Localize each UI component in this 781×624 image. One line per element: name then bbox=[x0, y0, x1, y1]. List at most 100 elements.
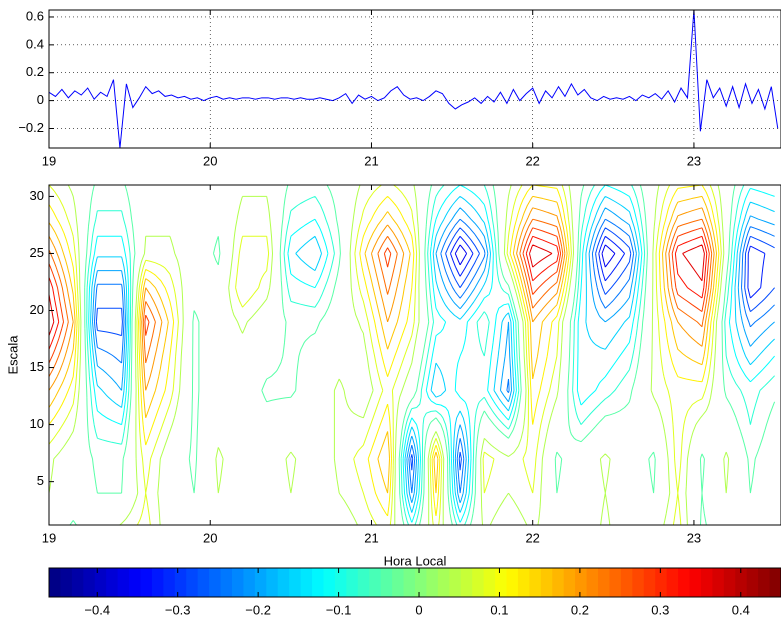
contour-line bbox=[49, 185, 722, 525]
contour-line bbox=[49, 227, 710, 364]
x-tick-label: 0.3 bbox=[651, 602, 669, 617]
colorbar-cell bbox=[140, 568, 153, 597]
colorbar-cell bbox=[552, 568, 565, 597]
data-line bbox=[49, 10, 779, 148]
colorbar-cell bbox=[129, 568, 141, 597]
contour-line bbox=[49, 185, 730, 525]
colorbar-cell bbox=[609, 568, 622, 597]
colorbar-cell bbox=[369, 568, 382, 597]
y-tick-label: 0 bbox=[37, 92, 44, 107]
contour-line bbox=[450, 235, 766, 299]
colorbar-cell bbox=[460, 568, 473, 597]
colorbar-cell bbox=[289, 568, 302, 597]
x-tick-label: 20 bbox=[203, 153, 217, 168]
x-tick-label: 19 bbox=[42, 153, 56, 168]
colorbar-cell bbox=[746, 568, 759, 597]
colorbar-cell bbox=[575, 568, 588, 597]
colorbar-cell bbox=[483, 568, 496, 597]
contour-line bbox=[49, 244, 705, 336]
colorbar-cell bbox=[151, 568, 164, 597]
colorbar-cell bbox=[700, 568, 713, 597]
y-tick-label: 10 bbox=[30, 416, 44, 431]
colorbar-cell bbox=[197, 568, 210, 597]
contour-line bbox=[49, 235, 708, 350]
y-tick-label: −0.2 bbox=[18, 120, 44, 135]
colorbar-cell bbox=[449, 568, 462, 597]
colorbar-cell bbox=[312, 568, 324, 597]
colorbar-cell bbox=[758, 568, 771, 597]
colorbar-cell bbox=[254, 568, 267, 597]
colorbar-cell bbox=[620, 568, 633, 597]
contour-line bbox=[92, 207, 775, 503]
colorbar-cell bbox=[643, 568, 656, 597]
x-tick-label: 19 bbox=[42, 530, 56, 545]
y-tick-label: 20 bbox=[30, 302, 44, 317]
contour-line bbox=[90, 195, 775, 513]
colorbar-cell bbox=[83, 568, 96, 597]
colorbar-cell bbox=[529, 568, 542, 597]
colorbar-cell bbox=[712, 568, 725, 597]
x-tick-label: 22 bbox=[525, 530, 539, 545]
y-tick-label: 30 bbox=[30, 188, 44, 203]
x-tick-label: 23 bbox=[687, 153, 701, 168]
y-tick-label: 25 bbox=[30, 245, 44, 260]
colorbar-cell bbox=[323, 568, 336, 597]
y-axis-label: Escala bbox=[5, 335, 20, 375]
colorbar-cell bbox=[735, 568, 748, 597]
x-tick-label: 0 bbox=[415, 602, 422, 617]
colorbar-cell bbox=[563, 568, 576, 597]
contour-line bbox=[88, 185, 775, 523]
contour-line bbox=[86, 185, 775, 525]
y-tick-label: 0.6 bbox=[26, 8, 44, 23]
colorbar-cell bbox=[598, 568, 610, 597]
x-tick-label: −0.1 bbox=[326, 602, 352, 617]
contour-line bbox=[49, 218, 713, 377]
y-tick-label: 0.2 bbox=[26, 64, 44, 79]
contour-line bbox=[95, 227, 775, 471]
colorbar-cell bbox=[689, 568, 702, 597]
x-tick-label: 21 bbox=[364, 530, 378, 545]
colorbar-cell bbox=[392, 568, 405, 597]
colorbar-cell bbox=[655, 568, 668, 597]
colorbar-cell bbox=[666, 568, 679, 597]
colorbar-cell bbox=[540, 568, 553, 597]
colorbar-cell bbox=[300, 568, 313, 597]
y-tick-label: 5 bbox=[37, 473, 44, 488]
colorbar-cell bbox=[243, 568, 256, 597]
contour-line bbox=[69, 185, 776, 525]
contour-line bbox=[49, 185, 720, 517]
colorbar-cell bbox=[403, 568, 416, 597]
axes-box bbox=[48, 9, 781, 149]
colorbar-cell bbox=[426, 568, 439, 597]
colorbar-cell bbox=[220, 568, 233, 597]
colorbar-cell bbox=[117, 568, 130, 597]
colorbar-cell bbox=[277, 568, 290, 597]
colorbar-cell bbox=[266, 568, 279, 597]
colorbar-cell bbox=[380, 568, 393, 597]
colorbar-cell bbox=[472, 568, 485, 597]
colorbar-cell bbox=[174, 568, 187, 597]
colorbar-cell bbox=[232, 568, 244, 597]
x-tick-label: −0.3 bbox=[165, 602, 191, 617]
colorbar-cell bbox=[723, 568, 736, 597]
x-tick-label: 0.4 bbox=[732, 602, 750, 617]
colorbar-cell bbox=[186, 568, 199, 597]
axes-box bbox=[48, 184, 781, 526]
colorbar-cell bbox=[209, 568, 222, 597]
axes-box bbox=[48, 567, 781, 598]
contour-line bbox=[49, 207, 715, 391]
colorbar-cell bbox=[49, 568, 61, 597]
x-tick-label: 21 bbox=[364, 153, 378, 168]
x-tick-label: 23 bbox=[687, 530, 701, 545]
y-tick-label: 15 bbox=[30, 359, 44, 374]
x-tick-label: 0.2 bbox=[571, 602, 589, 617]
x-tick-label: 22 bbox=[525, 153, 539, 168]
x-tick-label: −0.4 bbox=[84, 602, 110, 617]
y-tick-label: 0.4 bbox=[26, 36, 44, 51]
contour-line bbox=[454, 244, 616, 268]
colorbar-cell bbox=[678, 568, 690, 597]
colorbar-cell bbox=[632, 568, 645, 597]
colorbar-cell bbox=[769, 568, 781, 597]
colorbar-cell bbox=[71, 568, 84, 597]
